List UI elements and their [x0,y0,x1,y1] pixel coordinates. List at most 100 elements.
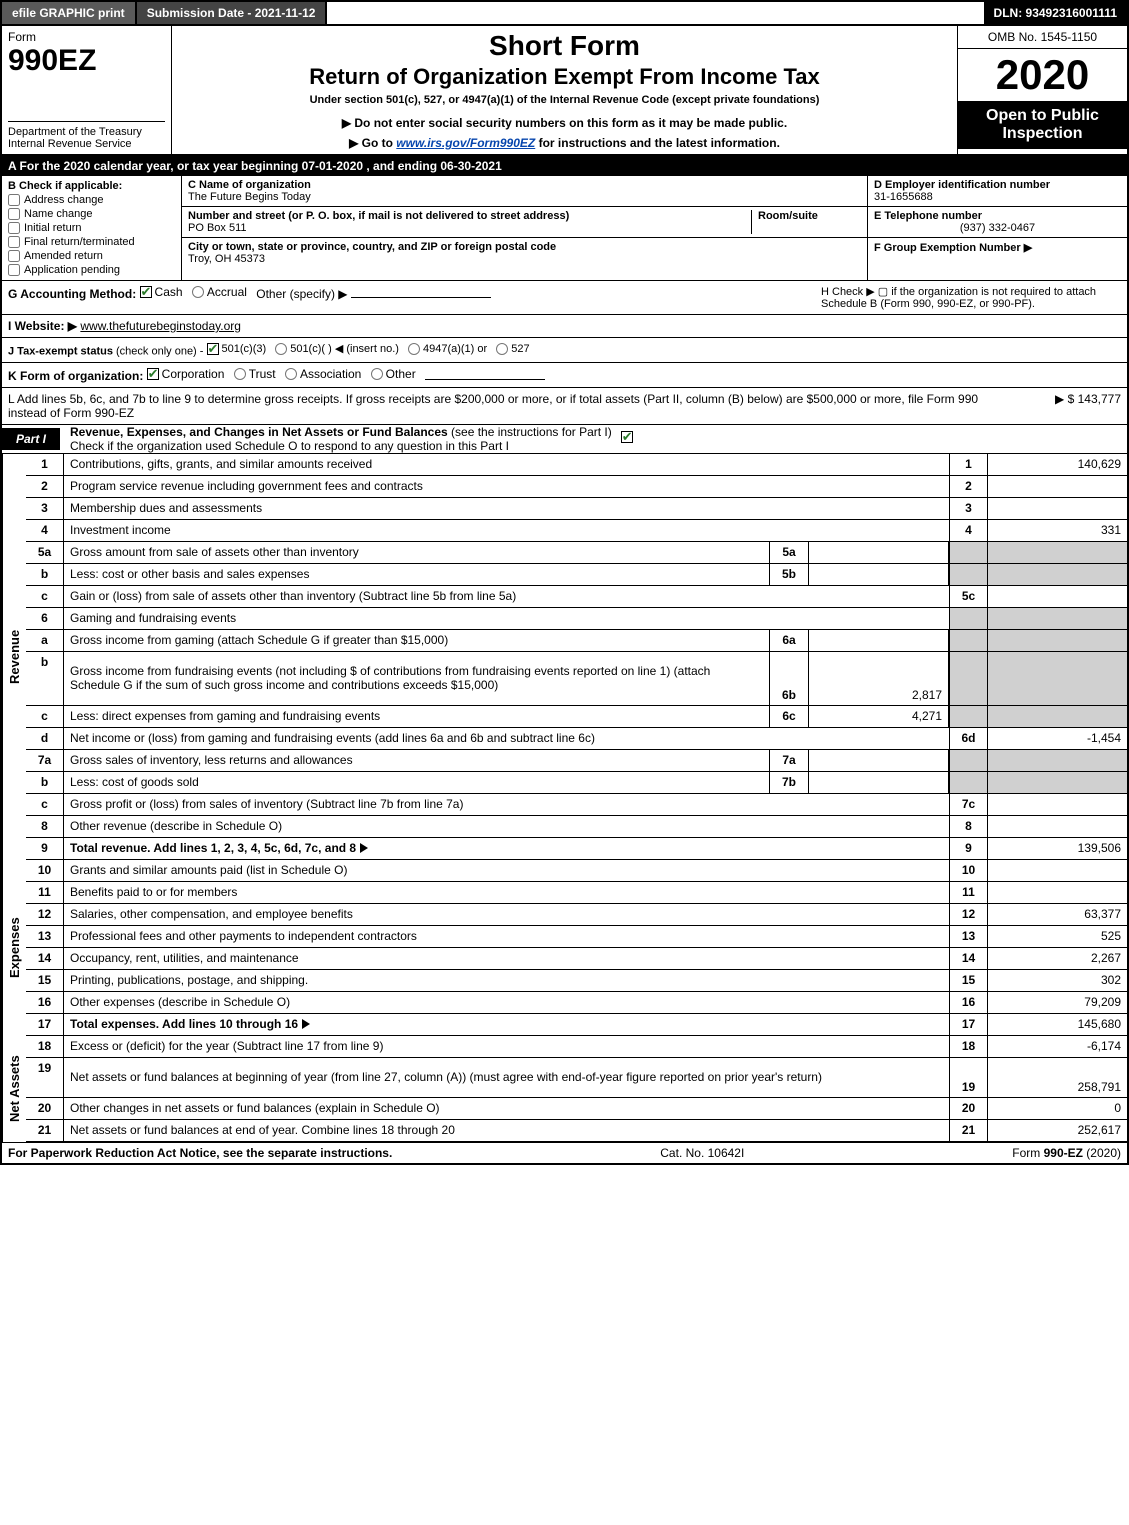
g-label: G Accounting Method: [8,287,136,301]
chk-initial-return[interactable]: Initial return [8,222,175,234]
line-5b: bLess: cost or other basis and sales exp… [26,564,1127,586]
row-j: J Tax-exempt status (check only one) - 5… [0,338,1129,363]
topbar-spacer [327,2,983,24]
side-expenses: Expenses [2,860,26,1036]
line-6: 6Gaming and fundraising events [26,608,1127,630]
row-k: K Form of organization: Corporation Trus… [0,363,1129,388]
group-exemption-label: F Group Exemption Number ▶ [874,241,1121,254]
row-i: I Website: ▶ www.thefuturebeginstoday.or… [0,315,1129,338]
page-footer: For Paperwork Reduction Act Notice, see … [0,1142,1129,1165]
line-15: 15Printing, publications, postage, and s… [26,970,1127,992]
org-name: The Future Begins Today [188,191,861,203]
chk-cash[interactable]: Cash [140,285,183,299]
line-17: 17Total expenses. Add lines 10 through 1… [26,1014,1127,1036]
line-5a: 5aGross amount from sale of assets other… [26,542,1127,564]
room-label: Room/suite [758,210,818,222]
public-inspection-badge: Open to Public Inspection [958,101,1127,149]
line-2: 2Program service revenue including gover… [26,476,1127,498]
website-link[interactable]: www.thefuturebeginstoday.org [80,319,241,333]
line-6c: cLess: direct expenses from gaming and f… [26,706,1127,728]
g-other: Other (specify) ▶ [256,287,347,301]
street-value: PO Box 511 [188,222,751,234]
row-g: G Accounting Method: Cash Accrual Other … [8,285,491,301]
line-7a: 7aGross sales of inventory, less returns… [26,750,1127,772]
line-7c: cGross profit or (loss) from sales of in… [26,794,1127,816]
line-3: 3Membership dues and assessments3 [26,498,1127,520]
chk-name-change[interactable]: Name change [8,208,175,220]
phone-label: E Telephone number [874,210,1121,222]
city-value: Troy, OH 45373 [188,253,556,265]
col-b-header: B Check if applicable: [8,180,175,192]
ssn-note: ▶ Do not enter social security numbers o… [180,116,949,130]
line-14: 14Occupancy, rent, utilities, and mainte… [26,948,1127,970]
chk-corporation[interactable]: Corporation [147,367,225,381]
k-label: K Form of organization: [8,369,143,383]
header-right: OMB No. 1545-1150 2020 Open to Public In… [957,26,1127,154]
tax-year: 2020 [958,49,1127,101]
row-g-h: G Accounting Method: Cash Accrual Other … [0,281,1129,315]
line-19: 19Net assets or fund balances at beginni… [26,1058,1127,1098]
line-18: 18Excess or (deficit) for the year (Subt… [26,1036,1127,1058]
form-number: 990EZ [8,44,165,78]
part1-check[interactable] [621,431,633,443]
line-4: 4Investment income4331 [26,520,1127,542]
row-a-tax-year: A For the 2020 calendar year, or tax yea… [0,156,1129,176]
irs-link[interactable]: www.irs.gov/Form990EZ [396,136,535,150]
line-1: 1Contributions, gifts, grants, and simil… [26,454,1127,476]
efile-print-button[interactable]: efile GRAPHIC print [2,2,137,24]
chk-accrual[interactable]: Accrual [192,285,247,299]
line-8: 8Other revenue (describe in Schedule O)8 [26,816,1127,838]
line-9: 9Total revenue. Add lines 1, 2, 3, 4, 5c… [26,838,1127,860]
line-6d: dNet income or (loss) from gaming and fu… [26,728,1127,750]
omb-number: OMB No. 1545-1150 [958,26,1127,49]
top-bar: efile GRAPHIC print Submission Date - 20… [0,0,1129,26]
instructions-line: ▶ Go to www.irs.gov/Form990EZ for instru… [180,136,949,150]
chk-address-change[interactable]: Address change [8,194,175,206]
part1-grid: Revenue 1Contributions, gifts, grants, a… [0,454,1129,1142]
submission-date-button[interactable]: Submission Date - 2021-11-12 [137,2,328,24]
footer-right: Form 990-EZ (2020) [1012,1146,1121,1160]
chk-association[interactable]: Association [285,367,361,381]
line-6a: aGross income from gaming (attach Schedu… [26,630,1127,652]
city-label: City or town, state or province, country… [188,241,556,253]
phone-value: (937) 332-0467 [874,222,1121,234]
dept-label: Department of the Treasury Internal Reve… [8,121,165,150]
under-section: Under section 501(c), 527, or 4947(a)(1)… [180,94,949,106]
block-bcd: B Check if applicable: Address change Na… [0,176,1129,281]
chk-amended-return[interactable]: Amended return [8,250,175,262]
chk-501c[interactable]: 501(c)( ) ◀ (insert no.) [275,342,399,355]
part1-tab: Part I [2,428,60,450]
row-l: L Add lines 5b, 6c, and 7b to line 9 to … [0,388,1129,425]
line-12: 12Salaries, other compensation, and empl… [26,904,1127,926]
dln-label: DLN: 93492316001111 [984,2,1127,24]
row-h: H Check ▶ ▢ if the organization is not r… [821,285,1121,310]
j-sub: (check only one) - [116,346,203,358]
line-11: 11Benefits paid to or for members11 [26,882,1127,904]
line-7b: bLess: cost of goods sold7b [26,772,1127,794]
form-header: Form 990EZ Department of the Treasury In… [0,26,1129,156]
header-center: Short Form Return of Organization Exempt… [172,26,957,154]
chk-final-return[interactable]: Final return/terminated [8,236,175,248]
line-20: 20Other changes in net assets or fund ba… [26,1098,1127,1120]
l-text: L Add lines 5b, 6c, and 7b to line 9 to … [8,392,1001,420]
chk-application-pending[interactable]: Application pending [8,264,175,276]
chk-other[interactable]: Other [371,367,416,381]
link-prefix: ▶ Go to [349,136,396,150]
chk-527[interactable]: 527 [496,343,529,355]
return-title: Return of Organization Exempt From Incom… [180,64,949,90]
j-label: J Tax-exempt status [8,346,113,358]
line-21: 21Net assets or fund balances at end of … [26,1120,1127,1142]
line-10: 10Grants and similar amounts paid (list … [26,860,1127,882]
chk-501c3[interactable]: 501(c)(3) [207,343,267,355]
col-c-org-info: C Name of organization The Future Begins… [182,176,867,280]
chk-4947[interactable]: 4947(a)(1) or [408,343,487,355]
arrow-icon [360,843,368,853]
form-word: Form [8,30,165,44]
side-netassets: Net Assets [2,1036,26,1142]
chk-trust[interactable]: Trust [234,367,276,381]
col-d-info: D Employer identification number 31-1655… [867,176,1127,280]
header-left: Form 990EZ Department of the Treasury In… [2,26,172,154]
arrow-icon [302,1019,310,1029]
street-label: Number and street (or P. O. box, if mail… [188,210,569,222]
line-16: 16Other expenses (describe in Schedule O… [26,992,1127,1014]
